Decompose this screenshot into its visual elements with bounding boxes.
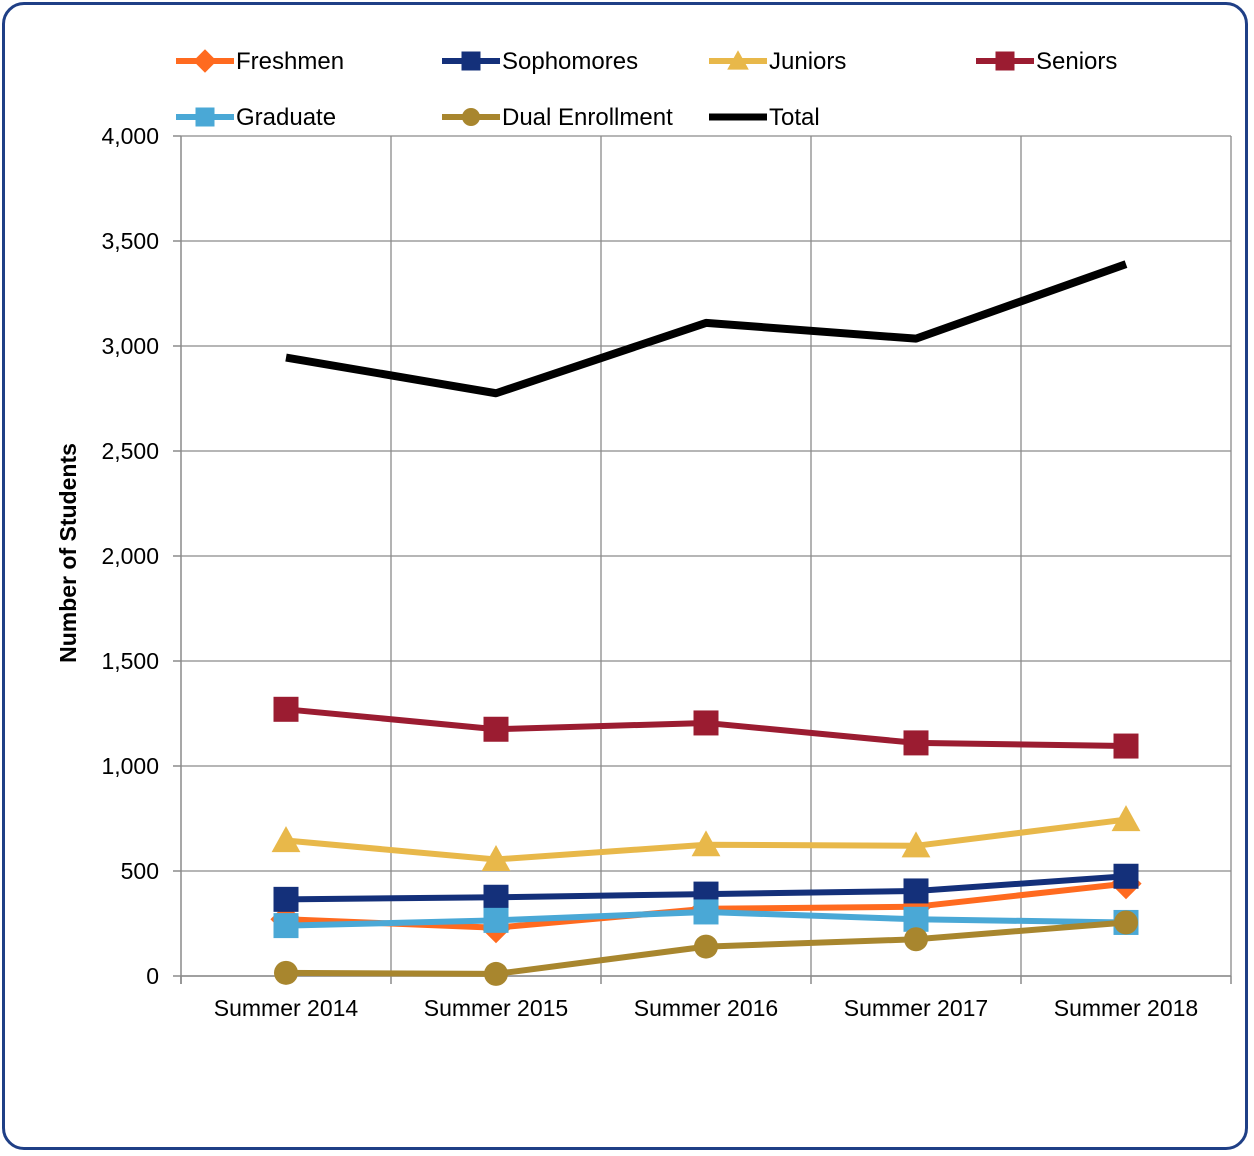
y-tick-label: 4,000 [101, 123, 159, 149]
total-line [285, 260, 1128, 398]
series-juniors [271, 805, 1141, 871]
graduate-point [273, 913, 299, 939]
legend-item-dual-enrollment: Dual Enrollment [442, 104, 673, 131]
legend-label: Seniors [1036, 48, 1117, 75]
juniors-point [271, 826, 301, 853]
dual-enrollment-point [904, 927, 928, 952]
seniors-point [903, 730, 929, 756]
legend-item-total: Total [709, 104, 820, 131]
y-axis-label: Number of Students [55, 443, 81, 663]
x-tick-label: Summer 2014 [214, 995, 359, 1021]
juniors-point [1111, 805, 1141, 832]
x-tick-label: Summer 2017 [844, 995, 988, 1021]
series-dual-enrollment [274, 910, 1138, 986]
x-tick-label: Summer 2016 [634, 995, 778, 1021]
legend-swatch-marker [193, 49, 217, 73]
seniors-point [273, 696, 299, 722]
legend-label: Total [769, 104, 820, 131]
y-tick-label: 0 [146, 963, 159, 989]
dual-enrollment-point [694, 934, 718, 959]
dual-enrollment-point [484, 961, 508, 986]
legend-swatch-marker [195, 107, 215, 127]
sophomores-point [1113, 863, 1139, 889]
legend-item-sophomores: Sophomores [442, 48, 638, 75]
seniors-point [483, 716, 509, 742]
graduate-point [693, 899, 719, 925]
legend-swatch-marker [462, 108, 480, 126]
legend-label: Freshmen [236, 48, 344, 75]
legend-item-seniors: Seniors [976, 48, 1117, 75]
graduate-point [483, 907, 509, 933]
juniors-point [901, 831, 931, 858]
seniors-point [693, 710, 719, 736]
legend-label: Sophomores [502, 48, 638, 75]
legend-swatch-marker [461, 51, 481, 71]
y-tick-label: 1,500 [101, 648, 159, 674]
y-tick-label: 3,500 [101, 228, 159, 254]
legend-item-graduate: Graduate [176, 104, 336, 131]
juniors-point [691, 830, 721, 857]
x-tick-labels: Summer 2014 Summer 2015 Summer 2016 Summer … [214, 995, 1198, 1021]
y-tick-label: 500 [121, 858, 159, 884]
legend-swatch-marker [727, 50, 749, 70]
dual-enrollment-point [274, 960, 298, 985]
juniors-point [481, 845, 511, 871]
sophomores-point [903, 878, 929, 904]
series-total [285, 260, 1128, 398]
series-sophomores [273, 863, 1139, 912]
legend-label: Dual Enrollment [502, 104, 673, 131]
y-tick-label: 1,000 [101, 753, 159, 779]
legend-label: Graduate [236, 104, 336, 131]
y-tick-label: 2,500 [101, 438, 159, 464]
y-tick-labels: 0 500 1,000 1,500 2,000 2,500 3,000 3,500 4,000 [101, 123, 159, 989]
legend-item-freshmen: Freshmen [176, 48, 344, 75]
sophomores-point [483, 884, 509, 910]
sophomores-point [273, 886, 299, 912]
legend: Freshmen Sophomores Juniors Seniors Graduate… [176, 48, 1117, 131]
series-seniors [273, 696, 1139, 759]
legend-item-juniors: Juniors [709, 48, 846, 75]
x-tick-label: Summer 2018 [1054, 995, 1198, 1021]
dual-enrollment-point [1114, 910, 1138, 935]
legend-swatch-marker [995, 51, 1015, 71]
y-tick-label: 3,000 [101, 333, 159, 359]
series-lines [270, 260, 1142, 986]
x-tick-label: Summer 2015 [424, 995, 568, 1021]
y-tick-label: 2,000 [101, 543, 159, 569]
legend-label: Juniors [769, 48, 846, 75]
axes [173, 135, 1232, 984]
seniors-point [1113, 733, 1139, 759]
